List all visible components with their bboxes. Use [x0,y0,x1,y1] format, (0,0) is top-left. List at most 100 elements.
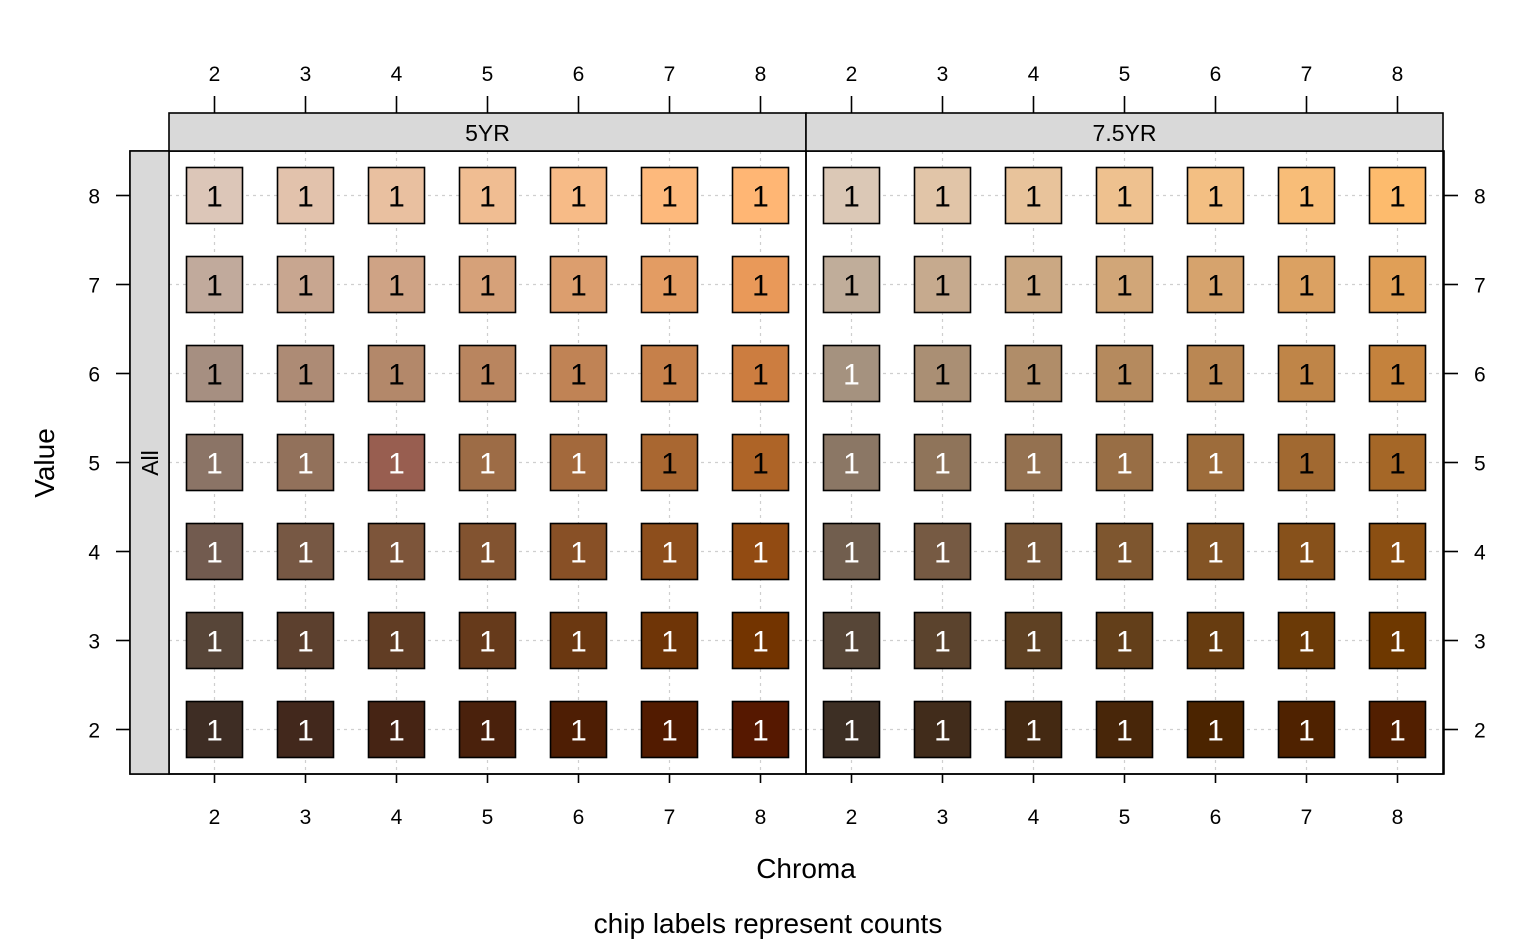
color-chip [913,344,972,403]
y-tick-label-left: 8 [88,186,100,209]
color-chip [913,522,972,581]
color-chip [1004,255,1063,314]
chip-count-label: 1 [206,626,223,659]
color-chip [276,166,335,225]
x-tick-label-top: 5 [1119,63,1131,86]
color-chip [731,344,790,403]
y-tick-label-left: 4 [88,542,100,565]
color-chip [1368,344,1427,403]
color-chip [185,433,244,492]
color-chip [1368,166,1427,225]
color-chip [276,255,335,314]
color-chip [1277,611,1336,670]
chip-count-label: 1 [1389,537,1406,570]
chip-count-label: 1 [1207,448,1224,481]
chip-count-label: 1 [1207,270,1224,303]
chip-count-label: 1 [661,448,678,481]
chip-count-label: 1 [661,537,678,570]
color-chip [1186,166,1245,225]
chip-count-label: 1 [1298,270,1315,303]
color-chip [458,700,517,759]
color-chip [549,344,608,403]
x-tick-label-bottom: 6 [573,806,585,829]
y-tick-label-left: 3 [88,631,100,654]
chip-count-label: 1 [752,537,769,570]
y-tick-label-right: 8 [1474,186,1486,209]
color-chip [458,255,517,314]
color-chip [913,433,972,492]
chip-count-label: 1 [752,359,769,392]
chip-count-label: 1 [388,715,405,748]
color-chip [913,611,972,670]
chip-count-label: 1 [570,181,587,214]
color-chip [1095,166,1154,225]
chip-count-label: 1 [1389,448,1406,481]
chips-layer: 1 1 1 1 1 1 1 1 1 1 1 1 1 1 1 1 1 1 1 1 1 1 1 1 1 1 1 1 1 1 1 1 1 1 1 1 1 1 1 1… [185,166,1427,759]
chip-count-label: 1 [1389,715,1406,748]
chip-count-label: 1 [661,626,678,659]
chip-count-label: 1 [388,270,405,303]
color-chip [1095,344,1154,403]
color-chip [185,344,244,403]
x-tick-label-top: 6 [1210,63,1222,86]
row-strip-bg [129,150,170,775]
chip-count-label: 1 [479,359,496,392]
x-tick-label-bottom: 4 [1028,806,1040,829]
x-tick-label-bottom: 8 [755,806,767,829]
x-tick-label-top: 3 [937,63,949,86]
color-chip [1277,344,1336,403]
x-tick-label-bottom: 3 [300,806,312,829]
chip-count-label: 1 [843,715,860,748]
color-chip [731,700,790,759]
chip-count-label: 1 [752,181,769,214]
color-chip [185,255,244,314]
color-chip [1004,700,1063,759]
color-chip [1095,255,1154,314]
chip-count-label: 1 [1025,626,1042,659]
color-chip [1186,344,1245,403]
color-chip [549,166,608,225]
color-chip [549,433,608,492]
color-chip [1368,522,1427,581]
chip-count-label: 1 [1298,715,1315,748]
chip-count-label: 1 [479,715,496,748]
chip-count-label: 1 [934,181,951,214]
color-chip [1095,700,1154,759]
chip-count-label: 1 [843,537,860,570]
chip-count-label: 1 [1207,715,1224,748]
color-chip [1368,433,1427,492]
x-axis-title: Chroma [756,853,856,884]
chip-count-label: 1 [570,448,587,481]
x-tick-label-bottom: 5 [482,806,494,829]
chip-count-label: 1 [388,448,405,481]
chip-count-label: 1 [934,359,951,392]
x-tick-label-bottom: 8 [1392,806,1404,829]
color-chip [1368,255,1427,314]
chip-count-label: 1 [570,537,587,570]
color-chip [1277,700,1336,759]
color-chip [822,255,881,314]
chip-count-label: 1 [1298,626,1315,659]
color-chip [822,700,881,759]
chip-count-label: 1 [297,537,314,570]
color-chip [822,166,881,225]
chip-count-label: 1 [1116,181,1133,214]
chip-count-label: 1 [934,626,951,659]
chip-count-label: 1 [934,448,951,481]
chip-count-label: 1 [1116,359,1133,392]
color-chip [731,166,790,225]
y-axis-title: Value [29,428,60,498]
color-chip [731,255,790,314]
chip-count-label: 1 [1116,270,1133,303]
chip-count-label: 1 [297,715,314,748]
color-chip [1095,522,1154,581]
color-chip [367,433,426,492]
color-chip [822,611,881,670]
y-tick-label-right: 4 [1474,542,1486,565]
panel-strip-bg [805,112,1444,152]
x-tick-label-top: 5 [482,63,494,86]
color-chip [1004,611,1063,670]
color-chip [549,700,608,759]
color-chip [640,433,699,492]
y-tick-label-right: 3 [1474,631,1486,654]
